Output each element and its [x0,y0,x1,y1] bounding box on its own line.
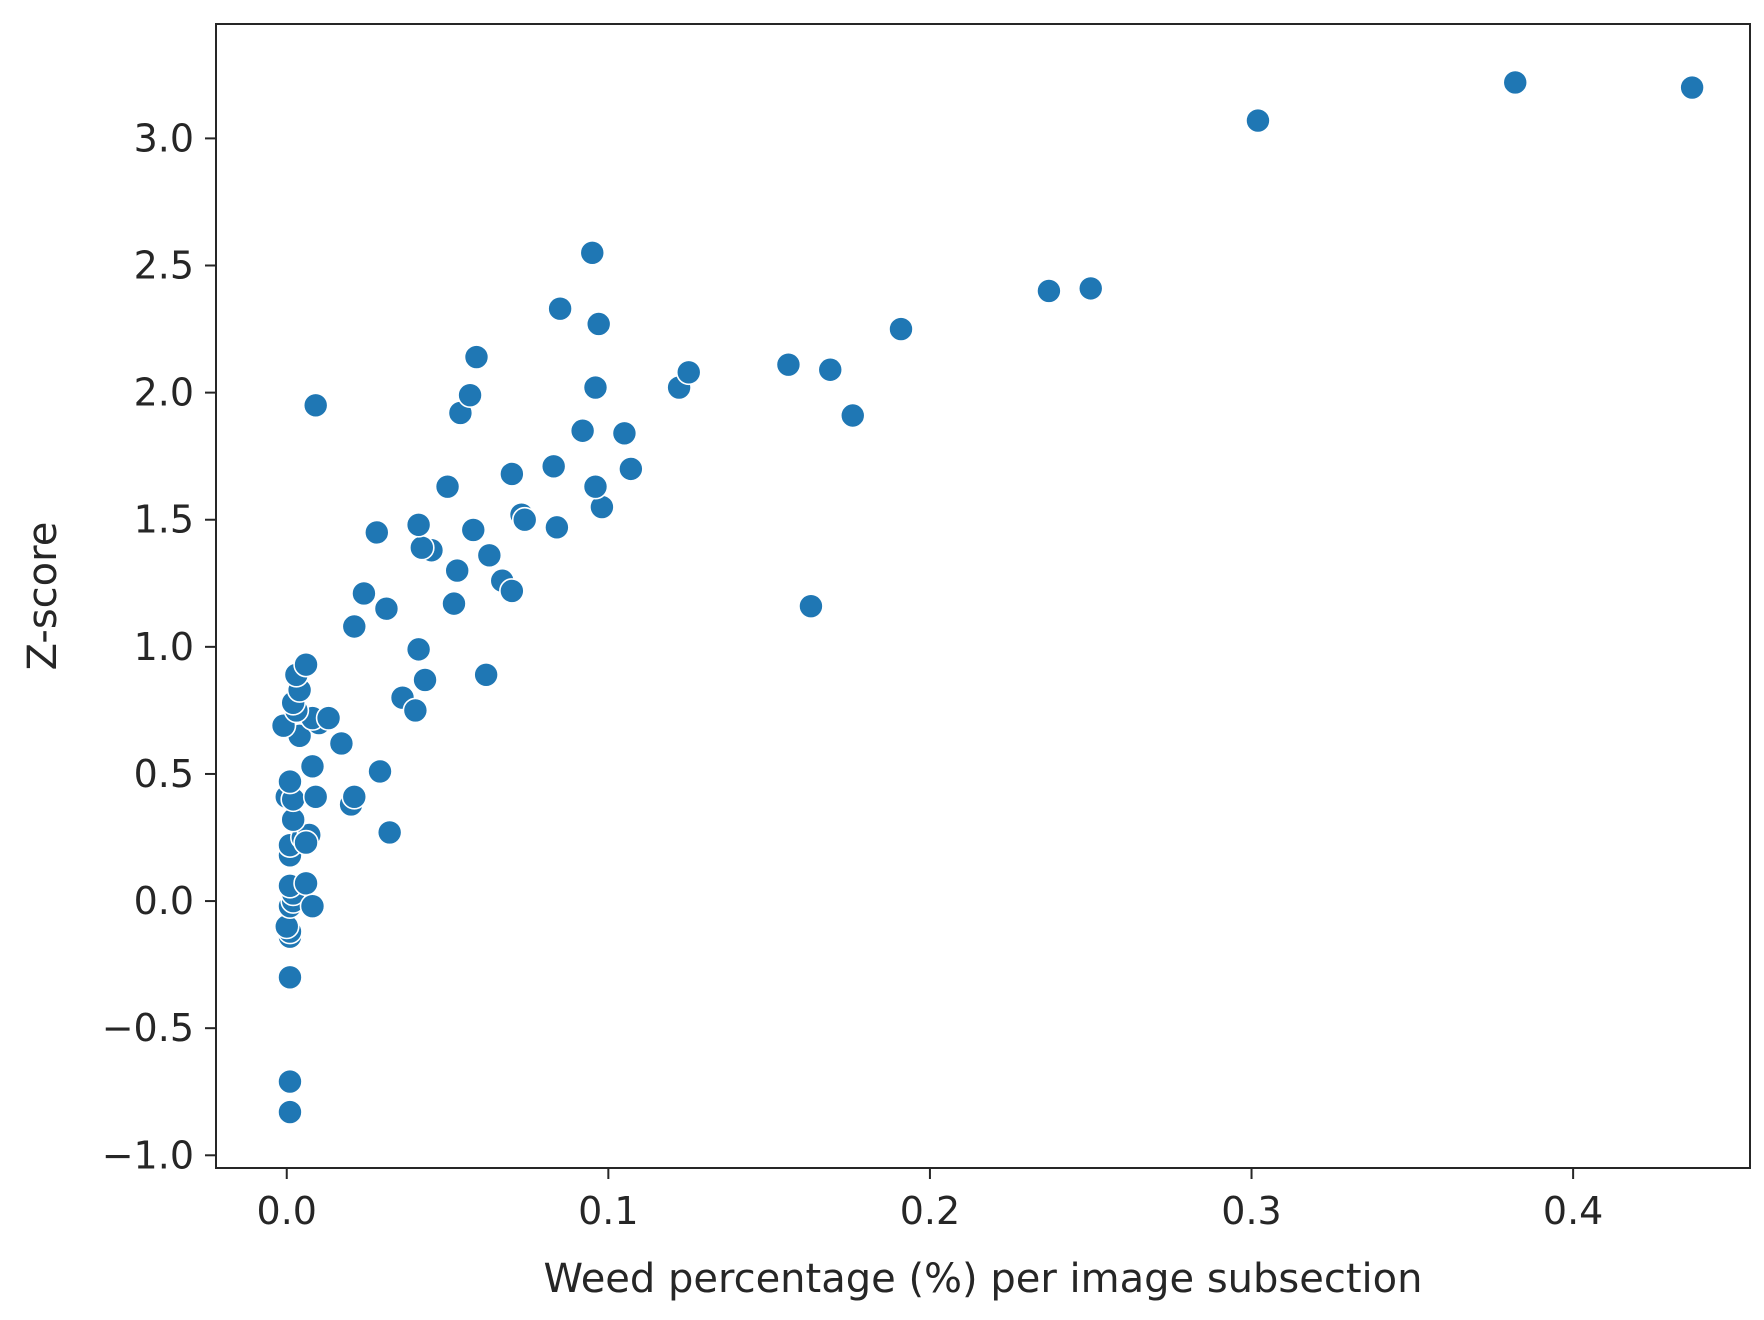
x-tick-label: 0.1 [578,1189,638,1233]
data-point [277,1068,303,1095]
data-point [473,662,499,688]
data-point [460,517,487,543]
data-point [888,316,914,342]
data-point [376,819,403,846]
data-point [302,784,329,810]
y-tick-label: 0.5 [134,752,194,796]
data-point [817,356,844,383]
data-point [547,295,573,322]
x-tick-label: 0.3 [1221,1189,1281,1233]
data-point [341,784,368,810]
data-point [499,578,525,604]
data-point [457,382,483,408]
data-point [476,542,503,569]
data-point [611,420,638,447]
ticks-layer: 0.0 0.1 0.2 0.3 0.4 −1.0 −0.5 0.0 0.5 1.0 1.5 2.0 2.… [102,116,1604,1233]
data-point [1077,275,1104,302]
data-point [582,374,609,401]
data-point [499,461,525,487]
points-layer [270,69,1705,1125]
data-point [402,697,429,724]
data-point [511,506,538,533]
x-tick-label: 0.2 [900,1189,960,1233]
data-point [798,593,824,619]
data-point [293,870,319,897]
data-point [405,636,432,663]
data-point [412,667,438,693]
data-point [409,534,435,561]
y-tick-label: 3.0 [134,116,194,160]
data-point [373,595,400,622]
data-point [569,417,596,444]
data-point [582,473,609,500]
data-point [839,402,866,429]
data-point [277,768,303,795]
data-point [351,580,377,607]
data-point [302,392,329,419]
data-point [293,829,319,856]
x-tick-label: 0.0 [257,1189,317,1233]
data-point [341,613,368,640]
data-point [463,344,490,370]
y-tick-label: 2.0 [134,371,194,415]
data-point [328,730,355,757]
data-point [775,351,802,378]
y-tick-label: −0.5 [102,1006,194,1050]
data-point [540,453,567,480]
data-point [405,512,432,538]
data-point [579,240,606,266]
y-tick-label: 1.0 [134,625,194,669]
data-point [1502,69,1529,96]
data-point [293,651,319,678]
x-tick-label: 0.4 [1543,1189,1603,1233]
data-point [1245,107,1271,134]
x-axis-label: Weed percentage (%) per image subsection [543,1256,1422,1302]
y-tick-label: 2.5 [134,244,194,288]
data-point [434,473,461,500]
y-tick-label: 1.5 [134,498,194,542]
data-point [277,964,303,991]
y-tick-label: −1.0 [102,1133,194,1177]
data-point [618,456,644,482]
data-point [367,758,393,785]
data-point [299,893,326,919]
data-point [1679,74,1705,101]
data-point [675,359,702,386]
plot-frame [215,23,1751,1169]
data-point [444,557,470,584]
data-point [544,514,570,541]
data-point [277,1099,303,1125]
data-point [1036,278,1062,304]
y-tick-label: 0.0 [134,879,194,923]
y-axis-label: Z-score [20,522,66,671]
data-point [363,519,390,546]
data-point [441,590,467,617]
data-point [299,753,326,780]
data-point [315,705,342,731]
data-point [585,311,612,337]
